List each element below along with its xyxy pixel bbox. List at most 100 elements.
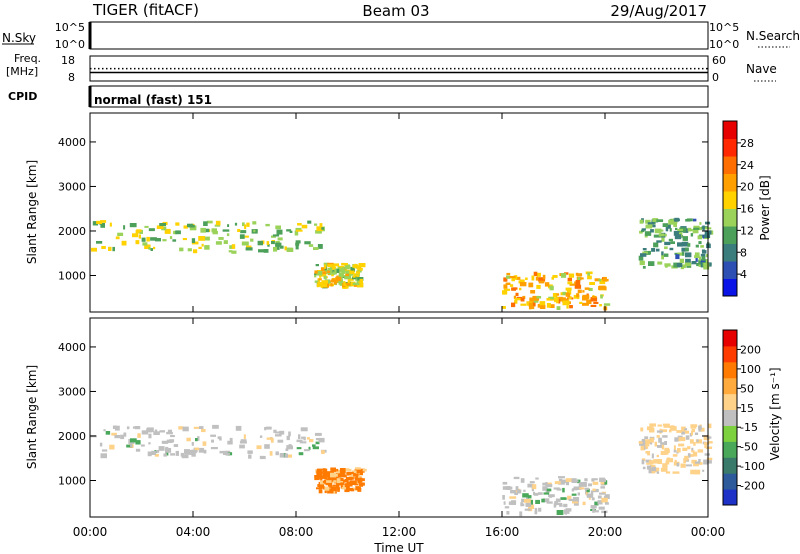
echo-cell bbox=[663, 423, 670, 426]
velocity-colorbar: 200 100 50 15 -15 -50 -100 -200 Velocity [m s⁻¹… bbox=[722, 329, 782, 506]
freq-strip: Freq. [MHz] 18 8 60 0 Nave bbox=[6, 52, 777, 84]
echo-cell bbox=[681, 426, 686, 432]
echo-cell bbox=[645, 459, 652, 463]
echo-cell bbox=[170, 435, 175, 438]
echo-cell bbox=[601, 497, 608, 503]
echo-cell bbox=[537, 492, 543, 495]
echo-cell bbox=[556, 510, 564, 515]
echo-cell bbox=[511, 276, 515, 282]
echo-cell bbox=[586, 299, 592, 304]
echo-cell bbox=[647, 452, 651, 456]
echo-cell bbox=[336, 482, 340, 488]
echo-cell bbox=[504, 506, 510, 509]
echo-cell bbox=[586, 493, 594, 498]
freq-label: Freq. bbox=[14, 52, 41, 65]
echo-cell bbox=[513, 476, 520, 480]
echo-cell bbox=[660, 467, 668, 472]
echo-cell bbox=[700, 259, 706, 264]
echo-cell bbox=[698, 264, 702, 267]
echo-cell bbox=[352, 276, 357, 280]
echo-cell bbox=[530, 499, 533, 505]
echo-cell bbox=[274, 431, 280, 434]
echo-cell bbox=[101, 246, 106, 249]
echo-cell bbox=[138, 234, 141, 239]
echo-cell bbox=[175, 222, 180, 226]
echo-cell bbox=[640, 446, 645, 451]
echo-cell bbox=[347, 279, 350, 284]
echo-cell bbox=[191, 451, 196, 457]
echo-cell bbox=[175, 230, 181, 235]
echo-cell bbox=[665, 471, 671, 474]
echo-cell bbox=[699, 222, 702, 225]
power-frame bbox=[89, 112, 709, 313]
echo-cell bbox=[576, 479, 581, 484]
echo-cell bbox=[197, 436, 200, 441]
echo-cell bbox=[689, 432, 692, 437]
echo-cell bbox=[178, 426, 184, 430]
echo-cell bbox=[275, 242, 282, 247]
echo-cell bbox=[672, 454, 678, 457]
echo-cell bbox=[191, 442, 194, 446]
echo-cell bbox=[535, 499, 540, 504]
echo-cell bbox=[651, 470, 656, 474]
echo-cell bbox=[148, 433, 152, 439]
echo-cell bbox=[308, 446, 311, 451]
nsearch-tick-top: 10^5 bbox=[709, 21, 739, 34]
echo-cell bbox=[568, 296, 572, 300]
echo-cell bbox=[645, 439, 650, 444]
echo-cell bbox=[341, 272, 344, 277]
echo-cell bbox=[203, 449, 207, 454]
echo-cell bbox=[576, 293, 580, 298]
echo-cell bbox=[284, 246, 287, 251]
echo-cell bbox=[592, 488, 596, 491]
echo-cell bbox=[139, 229, 143, 234]
echo-cell bbox=[338, 479, 345, 482]
echo-cell bbox=[687, 446, 691, 450]
echo-cell bbox=[150, 248, 153, 251]
echo-cell bbox=[684, 262, 692, 267]
echo-cell bbox=[665, 264, 668, 268]
echo-cell bbox=[353, 473, 356, 477]
echo-cell bbox=[199, 426, 204, 429]
echo-cell bbox=[324, 264, 327, 269]
echo-cell bbox=[502, 495, 505, 500]
echo-cell bbox=[248, 454, 252, 459]
echo-cell bbox=[506, 272, 511, 276]
echo-cell bbox=[314, 273, 317, 278]
echo-cell bbox=[273, 246, 278, 252]
echo-cell bbox=[673, 445, 676, 450]
echo-cell bbox=[684, 455, 689, 461]
echo-cell bbox=[654, 441, 657, 447]
echo-cell bbox=[320, 271, 327, 275]
colorbar-tick-label: 100 bbox=[740, 363, 761, 376]
echo-cell bbox=[515, 292, 519, 297]
echo-cell bbox=[689, 439, 694, 444]
echo-cell bbox=[509, 284, 514, 287]
echo-cell bbox=[345, 270, 351, 275]
echo-cell bbox=[502, 481, 508, 485]
x-tick-label: 00:00 bbox=[73, 525, 108, 539]
time-axis-label: Time UT bbox=[373, 541, 424, 554]
echo-cell bbox=[590, 297, 598, 302]
echo-cell bbox=[575, 280, 581, 285]
echo-cell bbox=[573, 501, 579, 506]
echo-cell bbox=[604, 502, 609, 505]
echo-cell bbox=[355, 486, 360, 490]
echo-cell bbox=[690, 469, 697, 475]
echo-cell bbox=[586, 488, 590, 493]
echo-cell bbox=[554, 297, 559, 303]
echo-cell bbox=[234, 222, 238, 226]
echo-cell bbox=[707, 423, 712, 429]
echo-cell bbox=[204, 245, 210, 250]
echo-cell bbox=[212, 424, 219, 429]
echo-cell bbox=[183, 225, 188, 229]
echo-cell bbox=[698, 241, 702, 245]
echo-cell bbox=[522, 295, 526, 299]
echo-cell bbox=[99, 442, 103, 447]
echo-cell bbox=[201, 243, 204, 247]
echo-cell bbox=[677, 242, 684, 247]
echo-cell bbox=[109, 444, 115, 450]
echo-cell bbox=[346, 481, 353, 487]
echo-cell bbox=[519, 511, 523, 517]
echo-cell bbox=[670, 426, 677, 431]
